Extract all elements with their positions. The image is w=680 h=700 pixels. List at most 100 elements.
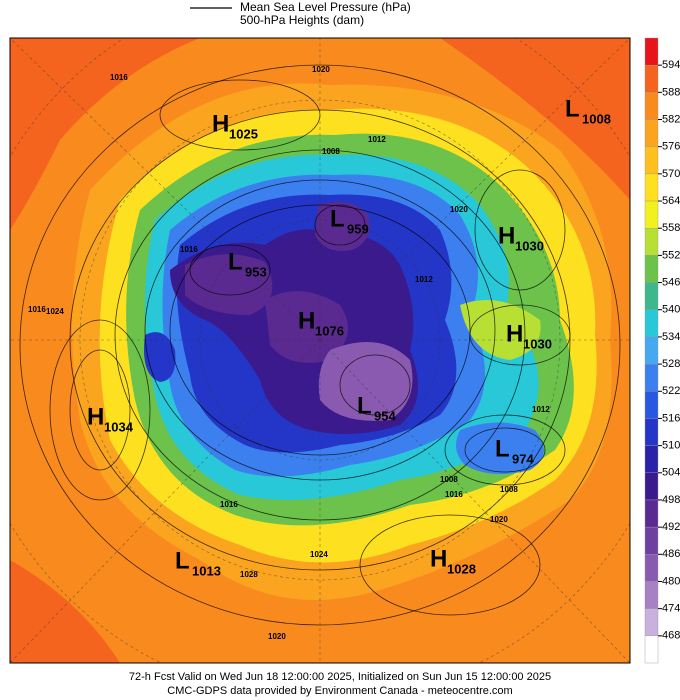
colorbar-segment (644, 64, 659, 93)
colorbar-label: 552 (662, 249, 680, 261)
center-pressure: 1013 (192, 563, 221, 578)
isobar-label: 1020 (268, 632, 286, 641)
colorbar-label: 534 (662, 331, 680, 343)
colorbar-label: 588 (662, 86, 680, 98)
colorbar-label: 540 (662, 304, 680, 316)
colorbar-label: 570 (662, 168, 680, 180)
center-pressure: 954 (374, 408, 396, 423)
colorbar-segment (644, 200, 659, 229)
colorbar-segment (644, 282, 659, 310)
colorbar-segment (644, 391, 659, 419)
map-border (9, 37, 631, 664)
colorbar-segment (644, 472, 659, 501)
center-letter: H (430, 545, 447, 572)
isobar-label: 1020 (450, 205, 468, 214)
center-letter: L (357, 392, 372, 419)
colorbar-segment (644, 37, 659, 66)
colorbar-label: 564 (662, 195, 680, 207)
colorbar-label: 486 (662, 548, 680, 560)
colorbar-segment (644, 418, 659, 446)
colorbar-segment (644, 581, 659, 609)
colorbar-label: 498 (662, 494, 680, 506)
colorbar-segment (644, 255, 659, 283)
isobar-label: 1024 (46, 307, 64, 316)
isobar-label: 1020 (490, 515, 508, 524)
footer-line1: 72-h Fcst Valid on Wed Jun 18 12:00:00 2… (129, 671, 551, 683)
center-pressure: 953 (245, 264, 267, 279)
center-letter: H (87, 403, 104, 430)
colorbar-label: 522 (662, 385, 680, 397)
colorbar-segment (644, 526, 659, 555)
colorbar-segment (644, 146, 659, 175)
height-field (318, 342, 413, 421)
isobar-label: 1020 (312, 65, 330, 74)
isobar-label: 1008 (500, 485, 518, 494)
height-field (10, 38, 200, 230)
center-letter: H (506, 320, 523, 347)
colorbar-segment (644, 445, 659, 473)
isobar-label: 1016 (28, 305, 46, 314)
colorbar-segment (644, 635, 659, 664)
height-field (144, 332, 176, 382)
height-field (10, 560, 120, 663)
colorbar-segment (644, 228, 659, 256)
isobar-label: 1008 (322, 147, 340, 156)
center-pressure: 1076 (315, 323, 344, 338)
isobar-label: 1016 (110, 73, 128, 82)
legend-heights: 500-hPa Heights (dam) (240, 13, 364, 27)
colorbar-label: 504 (662, 467, 680, 479)
center-letter: L (495, 435, 510, 462)
height-field (185, 254, 273, 315)
legend-pressure: Mean Sea Level Pressure (hPa) (240, 0, 411, 14)
footer-line2: CMC-GDPS data provided by Environment Ca… (167, 685, 512, 697)
height-field (460, 300, 541, 360)
colorbar-segment (644, 119, 659, 147)
colorbar-segment (644, 173, 659, 202)
height-field (456, 422, 544, 474)
height-field (315, 201, 370, 251)
colorbar-label: 492 (662, 521, 680, 533)
center-letter: L (565, 95, 580, 122)
center-pressure: 1030 (515, 238, 544, 253)
isobar-label: 1012 (415, 275, 433, 284)
center-pressure: 1025 (229, 126, 258, 141)
center-letter: L (228, 248, 243, 275)
center-pressure: 1008 (582, 111, 611, 126)
colorbar-segment (644, 554, 659, 582)
isobar-label: 1016 (180, 245, 198, 254)
center-letter: H (498, 222, 515, 249)
isobar-label: 1012 (368, 135, 386, 144)
colorbar-label: 576 (662, 141, 680, 153)
isobar-label: 1016 (220, 500, 238, 509)
center-letter: L (175, 547, 190, 574)
colorbar-label: 546 (662, 276, 680, 288)
colorbar-segment (644, 499, 659, 528)
center-letter: H (212, 110, 229, 137)
height-field (440, 38, 630, 200)
colorbar: 594 588 582 576 570 564 558 552 546 540 534 528 522 5… (644, 37, 680, 664)
colorbar-segment (644, 608, 659, 637)
center-letter: H (298, 307, 315, 334)
isobar-label: 1012 (532, 405, 550, 414)
center-pressure: 959 (347, 221, 369, 236)
colorbar-segment (644, 363, 659, 392)
colorbar-label: 594 (662, 59, 680, 71)
colorbar-label: 516 (662, 412, 680, 424)
colorbar-segment (644, 309, 659, 338)
center-pressure: 1028 (447, 561, 476, 576)
colorbar-label: 582 (662, 113, 680, 125)
colorbar-label: 528 (662, 358, 680, 370)
colorbar-label: 468 (662, 630, 680, 642)
colorbar-label: 480 (662, 575, 680, 587)
colorbar-segment (644, 92, 659, 120)
isobar-label: 1016 (445, 490, 463, 499)
center-pressure: 1034 (104, 419, 134, 434)
colorbar-segment (644, 336, 659, 365)
isobar-label: 1008 (440, 475, 458, 484)
isobar-label: 1024 (310, 550, 328, 559)
center-letter: L (330, 205, 345, 232)
colorbar-label: 510 (662, 440, 680, 452)
